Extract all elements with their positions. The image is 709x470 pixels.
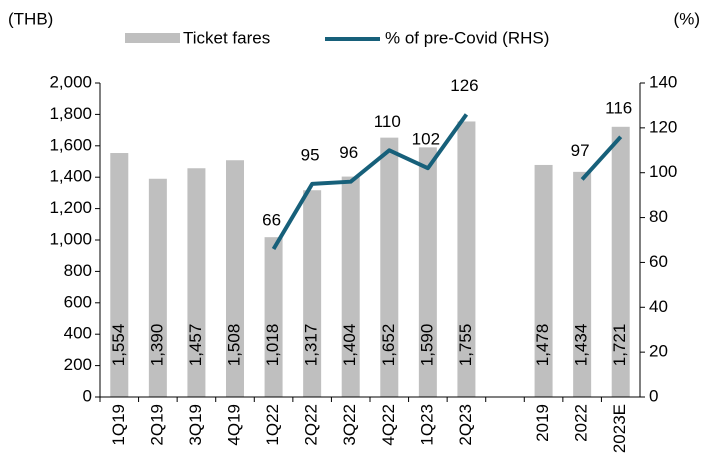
y2-tick-label: 140: [649, 72, 677, 91]
bar-value-label: 1,317: [302, 324, 321, 367]
bar: [303, 190, 322, 397]
line-value-label: 97: [571, 141, 590, 160]
line-value-label: 66: [262, 210, 281, 229]
y-tick-label: 1,600: [49, 135, 92, 154]
y-tick-label: 400: [64, 324, 92, 343]
y2-tick-label: 80: [649, 207, 668, 226]
x-tick-label: 2Q22: [302, 404, 321, 446]
x-tick-label: 3Q19: [186, 404, 205, 446]
y2-tick-label: 120: [649, 117, 677, 136]
line-value-label: 96: [339, 143, 358, 162]
x-tick-label: 1Q19: [109, 404, 128, 446]
y-tick-label: 1,800: [49, 104, 92, 123]
bar: [341, 176, 360, 397]
y-tick-label: 1,400: [49, 167, 92, 186]
bar-value-label: 1,018: [263, 324, 282, 367]
bar: [148, 178, 167, 397]
y2-axis-label: (%): [674, 9, 700, 28]
x-tick-label: 4Q19: [224, 404, 243, 446]
x-tick-label: 1Q23: [417, 404, 436, 446]
bar-value-label: 1,652: [379, 324, 398, 367]
y-tick-label: 1,000: [49, 229, 92, 248]
x-tick-label: 2019: [533, 404, 552, 442]
legend-label: Ticket fares: [183, 28, 270, 47]
y-tick-label: 1,200: [49, 198, 92, 217]
legend-label: % of pre-Covid (RHS): [385, 28, 549, 47]
bar: [457, 121, 476, 397]
line-value-label: 95: [301, 145, 320, 164]
x-tick-label: 4Q22: [379, 404, 398, 446]
bar-value-label: 1,508: [224, 324, 243, 367]
bar-value-label: 1,457: [186, 324, 205, 367]
line-value-label: 110: [374, 112, 401, 131]
x-tick-label: 3Q22: [340, 404, 359, 446]
y-tick-label: 2,000: [49, 72, 92, 91]
bar-value-label: 1,390: [147, 324, 166, 367]
y-axis-label: (THB): [8, 9, 53, 28]
bar-value-label: 1,590: [417, 324, 436, 367]
bar-value-label: 1,554: [109, 324, 128, 367]
bar-value-label: 1,755: [456, 324, 475, 367]
y2-tick-label: 40: [649, 297, 668, 316]
bar: [573, 171, 592, 397]
x-tick-label: 2Q23: [456, 404, 475, 446]
bar-value-label: 1,478: [533, 324, 552, 367]
y-tick-label: 200: [64, 355, 92, 374]
x-tick-label: 1Q22: [263, 404, 282, 446]
bar: [611, 126, 630, 397]
x-tick-label: 2023E: [610, 404, 629, 453]
bar-value-label: 1,404: [340, 324, 359, 367]
bar: [226, 160, 244, 397]
legend-swatch: [125, 33, 180, 43]
bar: [264, 237, 283, 397]
bar-value-label: 1,721: [610, 324, 629, 367]
x-tick-label: 2022: [572, 404, 591, 442]
line-value-label: 116: [605, 98, 632, 117]
y2-tick-label: 60: [649, 252, 668, 271]
y-tick-label: 800: [64, 261, 92, 280]
line-value-label: 126: [450, 76, 478, 95]
bar: [418, 147, 437, 397]
y2-tick-label: 100: [649, 162, 677, 181]
bar: [380, 137, 399, 398]
y2-tick-label: 0: [649, 386, 658, 405]
line-value-label: 102: [412, 130, 440, 149]
y-tick-label: 0: [83, 386, 92, 405]
y-tick-label: 600: [64, 292, 92, 311]
x-tick-label: 2Q19: [147, 404, 166, 446]
y2-tick-label: 20: [649, 342, 668, 361]
bar: [534, 164, 553, 397]
line: [271, 113, 623, 250]
bar-value-label: 1,434: [572, 324, 591, 367]
bar: [187, 168, 206, 397]
bar: [110, 153, 129, 397]
